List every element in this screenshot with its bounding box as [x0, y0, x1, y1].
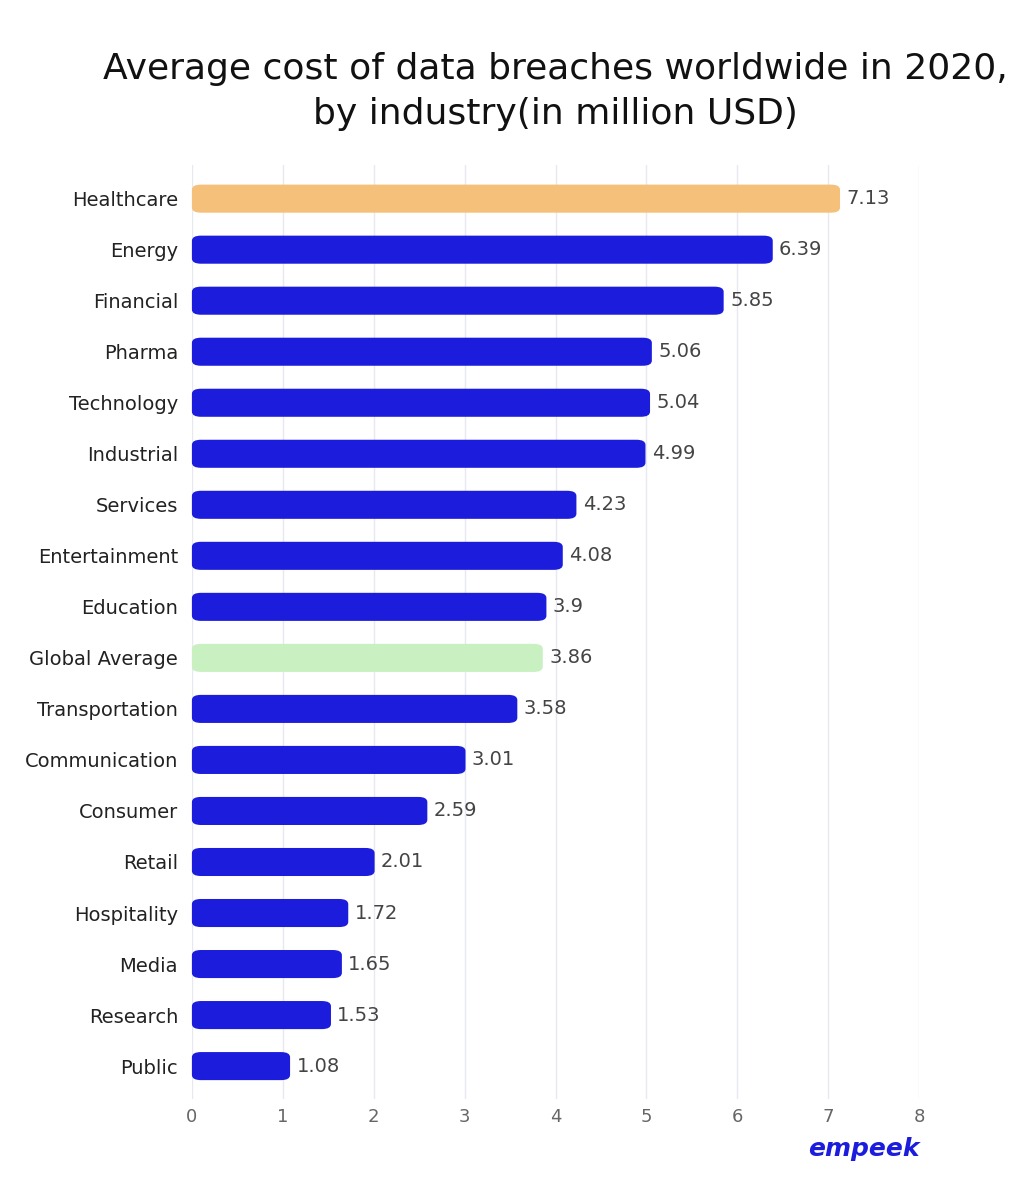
Title: Average cost of data breaches worldwide in 2020,
by industry(in million USD): Average cost of data breaches worldwide … — [103, 52, 1008, 131]
Text: 7.13: 7.13 — [846, 189, 890, 208]
FancyBboxPatch shape — [192, 1052, 290, 1080]
Text: 5.85: 5.85 — [730, 291, 774, 310]
Text: 6.39: 6.39 — [779, 240, 822, 259]
Text: 1.53: 1.53 — [337, 1006, 381, 1025]
Text: 3.58: 3.58 — [523, 700, 568, 719]
FancyBboxPatch shape — [192, 746, 466, 774]
Text: 5.04: 5.04 — [656, 394, 700, 413]
Text: 1.65: 1.65 — [348, 955, 392, 974]
FancyBboxPatch shape — [192, 1001, 331, 1030]
FancyBboxPatch shape — [192, 184, 840, 213]
FancyBboxPatch shape — [192, 440, 645, 468]
Text: 4.23: 4.23 — [583, 495, 626, 514]
Text: 1.72: 1.72 — [355, 903, 398, 922]
Text: 3.9: 3.9 — [552, 597, 584, 616]
FancyBboxPatch shape — [192, 847, 375, 876]
FancyBboxPatch shape — [192, 389, 650, 417]
Text: 4.99: 4.99 — [651, 444, 695, 463]
FancyBboxPatch shape — [192, 900, 348, 927]
FancyBboxPatch shape — [192, 338, 651, 365]
Text: 2.59: 2.59 — [433, 801, 477, 820]
Text: 1.08: 1.08 — [297, 1057, 339, 1076]
Text: 3.86: 3.86 — [549, 649, 593, 668]
FancyBboxPatch shape — [192, 235, 773, 264]
Text: 2.01: 2.01 — [381, 852, 424, 871]
FancyBboxPatch shape — [192, 695, 517, 723]
FancyBboxPatch shape — [192, 541, 563, 570]
Text: 3.01: 3.01 — [472, 751, 515, 769]
Text: 4.08: 4.08 — [570, 546, 612, 565]
Text: empeek: empeek — [808, 1137, 919, 1161]
FancyBboxPatch shape — [192, 950, 341, 978]
FancyBboxPatch shape — [192, 797, 427, 825]
FancyBboxPatch shape — [192, 491, 577, 519]
FancyBboxPatch shape — [192, 593, 546, 621]
FancyBboxPatch shape — [192, 287, 723, 314]
Text: 5.06: 5.06 — [659, 343, 702, 362]
FancyBboxPatch shape — [192, 644, 542, 671]
